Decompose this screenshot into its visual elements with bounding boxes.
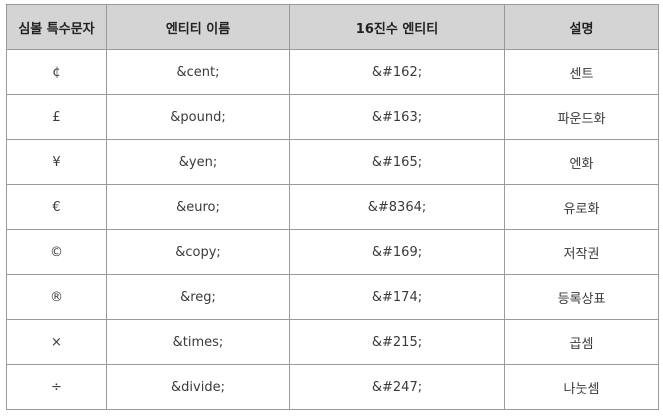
cell-description: 파운드화 (504, 94, 659, 140)
cell-hex-entity: &#163; (289, 94, 505, 140)
cell-entity-name: &times; (106, 319, 290, 365)
cell-description: 등록상표 (504, 274, 659, 320)
cell-hex-entity: &#165; (289, 139, 505, 185)
cell-symbol: ® (6, 274, 107, 320)
table-header-row: 심볼 특수문자 엔티티 이름 16진수 엔티티 설명 (6, 4, 659, 50)
cell-entity-name: &euro; (106, 184, 290, 230)
cell-description: 유로화 (504, 184, 659, 230)
cell-symbol: ÷ (6, 364, 107, 410)
header-symbol: 심볼 특수문자 (6, 4, 107, 50)
cell-symbol: € (6, 184, 107, 230)
table-row: ® &reg; &#174; 등록상표 (6, 274, 659, 320)
cell-entity-name: &reg; (106, 274, 290, 320)
cell-description: 센트 (504, 49, 659, 95)
cell-symbol: ¢ (6, 49, 107, 95)
cell-symbol: £ (6, 94, 107, 140)
table-row: € &euro; &#8364; 유로화 (6, 184, 659, 230)
cell-hex-entity: &#8364; (289, 184, 505, 230)
table-row: ÷ &divide; &#247; 나눗셈 (6, 364, 659, 410)
cell-entity-name: &copy; (106, 229, 290, 275)
cell-description: 저작권 (504, 229, 659, 275)
header-entity-name: 엔티티 이름 (106, 4, 290, 50)
cell-hex-entity: &#215; (289, 319, 505, 365)
cell-hex-entity: &#169; (289, 229, 505, 275)
header-hex-entity: 16진수 엔티티 (289, 4, 505, 50)
cell-description: 곱셈 (504, 319, 659, 365)
cell-symbol: × (6, 319, 107, 365)
table-row: ¥ &yen; &#165; 엔화 (6, 139, 659, 185)
cell-hex-entity: &#247; (289, 364, 505, 410)
table-row: © &copy; &#169; 저작권 (6, 229, 659, 275)
cell-description: 엔화 (504, 139, 659, 185)
html-entity-table: 심볼 특수문자 엔티티 이름 16진수 엔티티 설명 ¢ &cent; &#16… (6, 4, 659, 410)
entity-table-container: 심볼 특수문자 엔티티 이름 16진수 엔티티 설명 ¢ &cent; &#16… (6, 4, 659, 410)
table-row: × &times; &#215; 곱셈 (6, 319, 659, 365)
table-row: ¢ &cent; &#162; 센트 (6, 49, 659, 95)
cell-entity-name: &pound; (106, 94, 290, 140)
header-description: 설명 (504, 4, 659, 50)
cell-hex-entity: &#174; (289, 274, 505, 320)
cell-entity-name: &cent; (106, 49, 290, 95)
cell-hex-entity: &#162; (289, 49, 505, 95)
table-row: £ &pound; &#163; 파운드화 (6, 94, 659, 140)
cell-description: 나눗셈 (504, 364, 659, 410)
cell-entity-name: &yen; (106, 139, 290, 185)
cell-symbol: ¥ (6, 139, 107, 185)
cell-entity-name: &divide; (106, 364, 290, 410)
cell-symbol: © (6, 229, 107, 275)
